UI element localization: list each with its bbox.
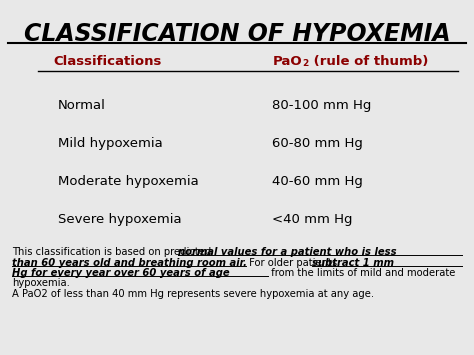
Text: hypoxemia.: hypoxemia. bbox=[12, 279, 70, 289]
Text: (rule of thumb): (rule of thumb) bbox=[309, 55, 428, 68]
Text: Normal: Normal bbox=[58, 99, 106, 112]
Text: This classification is based on predicted: This classification is based on predicte… bbox=[12, 247, 214, 257]
Text: <40 mm Hg: <40 mm Hg bbox=[272, 213, 353, 226]
Text: For older patients,: For older patients, bbox=[246, 257, 343, 268]
Text: subtract 1 mm: subtract 1 mm bbox=[312, 257, 394, 268]
Text: Hg for every year over 60 years of age: Hg for every year over 60 years of age bbox=[12, 268, 229, 278]
Text: from the limits of mild and moderate: from the limits of mild and moderate bbox=[268, 268, 456, 278]
Text: 40-60 mm Hg: 40-60 mm Hg bbox=[272, 175, 363, 188]
Text: Mild hypoxemia: Mild hypoxemia bbox=[58, 137, 163, 150]
Text: normal values for a patient who is less: normal values for a patient who is less bbox=[178, 247, 397, 257]
Text: 80-100 mm Hg: 80-100 mm Hg bbox=[272, 99, 371, 112]
Text: Classifications: Classifications bbox=[54, 55, 162, 68]
Text: than 60 years old and breathing room air.: than 60 years old and breathing room air… bbox=[12, 257, 247, 268]
Text: Severe hypoxemia: Severe hypoxemia bbox=[58, 213, 182, 226]
Text: 60-80 mm Hg: 60-80 mm Hg bbox=[272, 137, 363, 150]
Text: Moderate hypoxemia: Moderate hypoxemia bbox=[58, 175, 199, 188]
Text: A PaO2 of less than 40 mm Hg represents severe hypoxemia at any age.: A PaO2 of less than 40 mm Hg represents … bbox=[12, 289, 374, 299]
Text: CLASSIFICATION OF HYPOXEMIA: CLASSIFICATION OF HYPOXEMIA bbox=[24, 22, 450, 46]
Text: 2: 2 bbox=[302, 59, 308, 68]
Text: PaO: PaO bbox=[273, 55, 302, 68]
